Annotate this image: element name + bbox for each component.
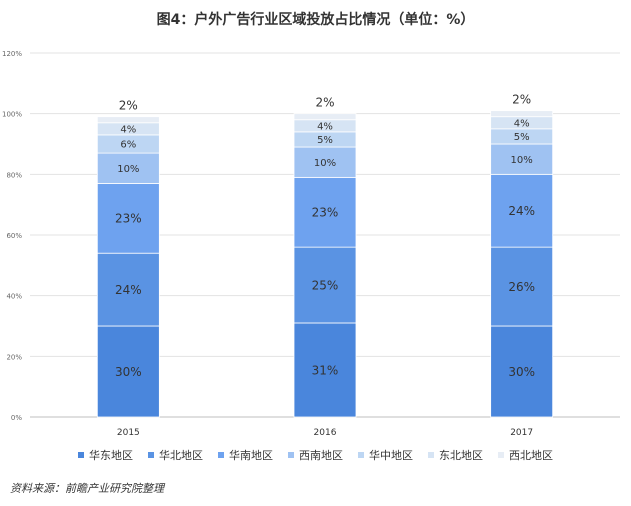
legend: 华东地区 华北地区 华南地区 西南地区 华中地区 东北地区 西北地区 — [0, 447, 631, 463]
y-tick-label: 80% — [6, 171, 22, 179]
data-label: 4% — [317, 121, 333, 132]
legend-item: 华中地区 — [358, 447, 413, 463]
bar-segment — [293, 246, 357, 324]
data-label: 5% — [514, 132, 530, 143]
legend-swatch — [358, 452, 364, 458]
data-label: 23% — [115, 212, 142, 226]
x-axis: 2015 2016 2017 — [117, 428, 533, 438]
legend-swatch — [148, 452, 154, 458]
bar-segment — [293, 322, 357, 418]
data-label: 4% — [120, 124, 136, 135]
x-tick-label: 2016 — [314, 428, 337, 438]
legend-label: 华北地区 — [159, 449, 203, 462]
legend-label: 东北地区 — [439, 449, 483, 462]
legend-item: 华北地区 — [148, 447, 203, 463]
bar-segment — [490, 143, 554, 175]
data-label: 2% — [315, 96, 334, 110]
legend-swatch — [498, 452, 504, 458]
source-note: 资料来源：前瞻产业研究院整理 — [10, 482, 164, 495]
bar-segment — [96, 116, 160, 124]
bar-segment — [96, 252, 160, 327]
legend-item: 西南地区 — [288, 447, 343, 463]
data-label: 23% — [312, 206, 339, 220]
y-tick-label: 120% — [2, 50, 22, 58]
data-label: 2% — [512, 93, 531, 107]
legend-label: 华中地区 — [369, 449, 413, 462]
legend-swatch — [428, 452, 434, 458]
bar-segment — [490, 110, 554, 118]
data-label: 6% — [120, 140, 136, 151]
y-tick-label: 60% — [6, 232, 22, 240]
x-tick-label: 2015 — [117, 428, 140, 438]
data-label: 24% — [115, 283, 142, 297]
data-label: 31% — [312, 363, 339, 377]
legend-label: 西北地区 — [509, 449, 553, 462]
bar-segment — [96, 152, 160, 184]
chart-title: 图4：户外广告行业区域投放占比情况（单位：%） — [156, 12, 475, 28]
data-label: 24% — [508, 204, 535, 218]
data-label: 5% — [317, 135, 333, 146]
data-label: 10% — [314, 158, 336, 169]
y-tick-label: 20% — [6, 353, 22, 361]
bar-segment — [293, 176, 357, 248]
legend-label: 华东地区 — [89, 449, 133, 462]
legend-label: 西南地区 — [299, 449, 343, 462]
data-label: 30% — [508, 365, 535, 379]
y-tick-label: 40% — [6, 293, 22, 301]
legend-swatch — [288, 452, 294, 458]
data-label: 4% — [514, 118, 530, 129]
bar-segment — [293, 113, 357, 121]
bar-segment — [490, 173, 554, 248]
x-tick-label: 2017 — [510, 428, 533, 438]
legend-swatch — [78, 452, 84, 458]
y-tick-label: 0% — [11, 414, 22, 422]
legend-item: 华东地区 — [78, 447, 133, 463]
bar-segment — [490, 246, 554, 327]
legend-label: 华南地区 — [229, 449, 273, 462]
legend-swatch — [218, 452, 224, 458]
data-label: 10% — [511, 155, 533, 166]
bars: 30% 24% 23% 10% 6% 4% 2% 31% 25% 23% 10% 5% 4% 2% 30% 2… — [96, 93, 554, 418]
y-tick-label: 100% — [2, 111, 22, 119]
data-label: 25% — [312, 278, 339, 292]
bar-segment — [96, 183, 160, 254]
y-axis: 0% 20% 40% 60% 80% 100% 120% — [2, 50, 22, 422]
data-label: 26% — [508, 280, 535, 294]
bar-segment — [293, 146, 357, 178]
legend-item: 西北地区 — [498, 447, 553, 463]
legend-item: 东北地区 — [428, 447, 483, 463]
data-label: 10% — [117, 164, 139, 175]
data-label: 30% — [115, 365, 142, 379]
legend-item: 华南地区 — [218, 447, 273, 463]
data-label: 2% — [119, 99, 138, 113]
bar-segment — [490, 325, 554, 418]
